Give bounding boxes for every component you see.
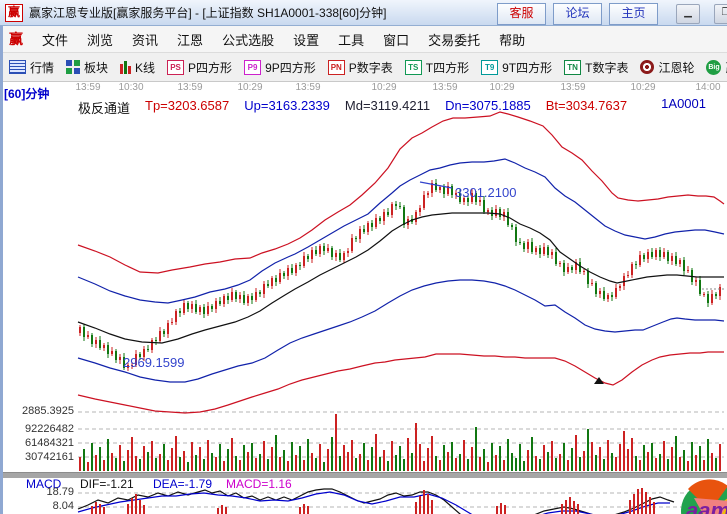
indicator-param-0: 极反通道 — [78, 101, 131, 116]
toolbar-item-label: T四方形 — [425, 60, 470, 75]
low-price-annotation: 2969.1599 — [123, 355, 185, 370]
toolbar-item-5[interactable]: P9 9P四方形 — [242, 57, 318, 78]
price-chart[interactable]: aam — [0, 82, 727, 514]
toolbar-item-7[interactable]: TS T四方形 — [403, 57, 471, 78]
pane-splitter[interactable] — [3, 472, 727, 478]
toolbar-box-icon: T9 — [481, 59, 499, 75]
toolbar-item-label: P数字表 — [348, 60, 393, 75]
toolbar-box-icon: PS — [167, 59, 185, 75]
toolbar: 行情 板块 K线 PS P四方形 P9 9P四方形 PN P数字表 TS T四方形 T9 9T四方形 TN… — [0, 53, 727, 82]
titlebar-button-1[interactable]: 客服 — [497, 3, 546, 25]
menu-item-3[interactable]: 资讯 — [132, 32, 159, 48]
volume-axis-label: 61484321 — [25, 437, 74, 449]
time-axis-label: 10:29 — [630, 82, 656, 93]
toolbar-item-label: 9T四方形 — [502, 60, 553, 75]
titlebar-button-3[interactable]: 主页 — [609, 3, 658, 25]
time-axis-label: 14:00 — [695, 82, 721, 93]
time-axis-label: 13:59 — [75, 82, 101, 93]
toolbar-box-icon: TS — [404, 59, 422, 75]
chart-background — [3, 82, 727, 514]
svg-text:aam: aam — [686, 498, 727, 514]
candle-icon — [120, 60, 132, 74]
time-axis-label: 10:29 — [371, 82, 397, 93]
time-axis-label: 13:59 — [177, 82, 203, 93]
toolbar-item-label: 行情 — [30, 60, 55, 75]
time-axis-label: 10:29 — [237, 82, 263, 93]
toolbar-item-2[interactable]: 板块 — [64, 57, 110, 78]
time-axis-label: 13:59 — [432, 82, 458, 93]
time-axis-label: 13:59 — [295, 82, 321, 93]
macd-label-3: MACD=1.16 — [226, 477, 292, 491]
volume-axis-label: 30742161 — [25, 451, 74, 463]
macd-label-2: DEA=-1.79 — [153, 477, 213, 491]
indicator-header: 极反通道 Tp=3203.6587 Up=3163.2339 Md=3119.4211… — [78, 98, 627, 117]
watermark-logo: aam — [681, 479, 727, 514]
toolbar-item-3[interactable]: K线 — [118, 57, 157, 78]
app-logo-icon: 赢 — [5, 3, 23, 22]
menu-item-4[interactable]: 江恩 — [177, 32, 204, 48]
toolbar-item-label: K线 — [135, 60, 156, 75]
period-label: [60]分钟 — [4, 87, 50, 101]
window-left-border — [0, 26, 3, 514]
toolbar-item-4[interactable]: PS P四方形 — [165, 57, 234, 78]
toolbar-item-label: P四方形 — [188, 60, 233, 75]
maximize-button[interactable]: ❐ — [714, 4, 727, 24]
menu-logo-icon: 赢 — [9, 31, 23, 47]
table-icon — [9, 60, 26, 74]
menu-item-10[interactable]: 帮助 — [499, 32, 526, 48]
toolbar-item-10[interactable]: 江恩轮 — [638, 57, 696, 78]
toolbar-item-label: 江恩轮 — [658, 60, 695, 75]
toolbar-box-icon: P9 — [244, 59, 262, 75]
toolbar-item-label: T数字表 — [585, 60, 629, 75]
blocks-icon — [66, 60, 81, 74]
title-bar: 赢 赢家江恩专业版[赢家服务平台] - [上证指数 SH1A0001-338[6… — [0, 0, 727, 26]
menu-item-8[interactable]: 窗口 — [383, 32, 410, 48]
toolbar-item-label: 板块 — [84, 60, 109, 75]
menu-item-7[interactable]: 工具 — [338, 32, 365, 48]
toolbar-item-1[interactable]: 行情 — [7, 57, 56, 78]
time-axis-label: 10:29 — [489, 82, 515, 93]
symbol-code-label: 1A0001 — [661, 96, 706, 111]
window-controls: ▁ ❐ — [676, 4, 727, 24]
indicator-param-1: Tp=3203.6587 — [145, 98, 230, 113]
menu-item-9[interactable]: 交易委托 — [428, 32, 481, 48]
time-axis-label: 13:59 — [560, 82, 586, 93]
big-circle-icon: Big — [706, 59, 722, 75]
indicator-param-5: Bt=3034.7637 — [545, 98, 628, 113]
menu-bar: 赢 文件 浏览 资讯 江恩 公式选股 设置 工具 窗口 交易委托 帮助 — [0, 26, 727, 53]
time-axis-label: 10:30 — [118, 82, 144, 93]
indicator-param-3: Md=3119.4211 — [344, 98, 431, 113]
toolbar-item-6[interactable]: PN P数字表 — [326, 57, 395, 78]
macd-scale-label: 18.79 — [46, 486, 74, 498]
menu-item-2[interactable]: 浏览 — [87, 32, 114, 48]
toolbar-item-9[interactable]: TN T数字表 — [562, 57, 630, 78]
titlebar-links: 客服 论坛 主页 — [497, 3, 658, 25]
macd-scale-label: 8.04 — [52, 500, 74, 512]
indicator-param-4: Dn=3075.1885 — [445, 98, 531, 113]
gann-wheel-icon — [640, 60, 655, 74]
volume-axis-label: 92226482 — [25, 423, 74, 435]
toolbar-item-label: 9P四方形 — [265, 60, 316, 75]
toolbar-box-icon: TN — [564, 59, 582, 75]
macd-label-1: DIF=-1.21 — [80, 477, 134, 491]
macd-label-0: MACD — [26, 477, 62, 491]
menu-item-6[interactable]: 设置 — [293, 32, 320, 48]
menu-item-1[interactable]: 文件 — [42, 32, 69, 48]
toolbar-item-8[interactable]: T9 9T四方形 — [479, 57, 554, 78]
toolbar-item-11[interactable]: Big赢家轮 — [704, 57, 727, 78]
indicator-param-2: Up=3163.2339 — [244, 98, 330, 113]
window-title: 赢家江恩专业版[赢家服务平台] - [上证指数 SH1A0001-338[60]… — [29, 6, 387, 20]
high-price-annotation: 3301.2100 — [455, 185, 517, 200]
price-axis-label: 2885.3925 — [22, 405, 74, 417]
titlebar-button-2[interactable]: 论坛 — [553, 3, 602, 25]
minimize-button[interactable]: ▁ — [676, 4, 700, 24]
toolbar-item-label: 赢家轮 — [725, 59, 727, 76]
menu-item-5[interactable]: 公式选股 — [222, 32, 275, 48]
toolbar-box-icon: PN — [327, 59, 345, 75]
